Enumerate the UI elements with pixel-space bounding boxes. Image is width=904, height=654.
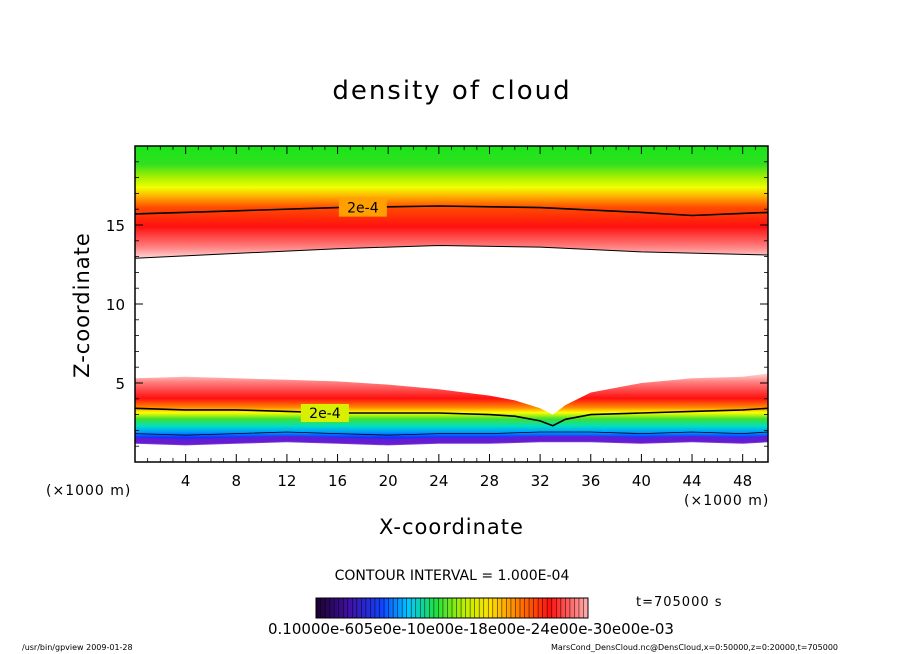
upper-contour-line: [135, 205, 768, 217]
contour-label: 2e-4: [309, 406, 341, 422]
x-tick-label: 16: [328, 472, 347, 490]
x-tick-label: 32: [531, 472, 550, 490]
x-tick-label: 8: [232, 472, 242, 490]
y-tick-label: 15: [106, 217, 125, 235]
x-tick-label: 4: [181, 472, 191, 490]
upper-layer-edge: [135, 244, 768, 259]
x-tick-label: 44: [682, 472, 701, 490]
x-tick-label: 12: [277, 472, 296, 490]
x-tick-label: 28: [480, 472, 499, 490]
y-tick-label: 5: [115, 375, 125, 393]
contour-label: 2e-4: [347, 201, 379, 217]
chart-title: density of cloud: [332, 76, 572, 106]
x-axis-label: X-coordinate: [379, 515, 524, 539]
x-tick-label: 40: [632, 472, 651, 490]
y-axis-label: Z-coordinate: [70, 232, 94, 378]
footer-source: MarsCond_DensCloud.nc@DensCloud,x=0:5000…: [550, 643, 838, 652]
x-tick-label: 48: [733, 472, 752, 490]
colorbar-labels: 0.10000e-605e0e-10e00e-18e00e-24e00e-30e…: [268, 620, 674, 638]
colorbar-frame: [315, 597, 589, 619]
x-tick-label: 24: [429, 472, 448, 490]
time-label: t=705000 s: [636, 595, 723, 610]
x-tick-label: 20: [379, 472, 398, 490]
footer-command: /usr/bin/gpview 2009-01-28: [22, 643, 133, 652]
contour-interval-label: CONTOUR INTERVAL = 1.000E-04: [334, 568, 570, 584]
x-axis-unit: (×1000 m): [684, 493, 770, 509]
x-tick-label: 36: [581, 472, 600, 490]
upper-cloud-layer: [135, 146, 768, 259]
contour-label-bg: [338, 198, 387, 217]
contour-label-bg: [300, 404, 349, 423]
y-tick-label: 10: [106, 296, 125, 314]
lower-cloud-layer: [135, 373, 768, 445]
plot-area: 2e-4 2e-4: [135, 146, 768, 446]
colorbar: [315, 597, 589, 619]
lower-contour-line-2: [135, 431, 768, 436]
lower-contour-line: [135, 407, 768, 427]
y-axis-unit: (×1000 m): [46, 483, 132, 499]
lower-layer-fringe: [135, 435, 768, 446]
